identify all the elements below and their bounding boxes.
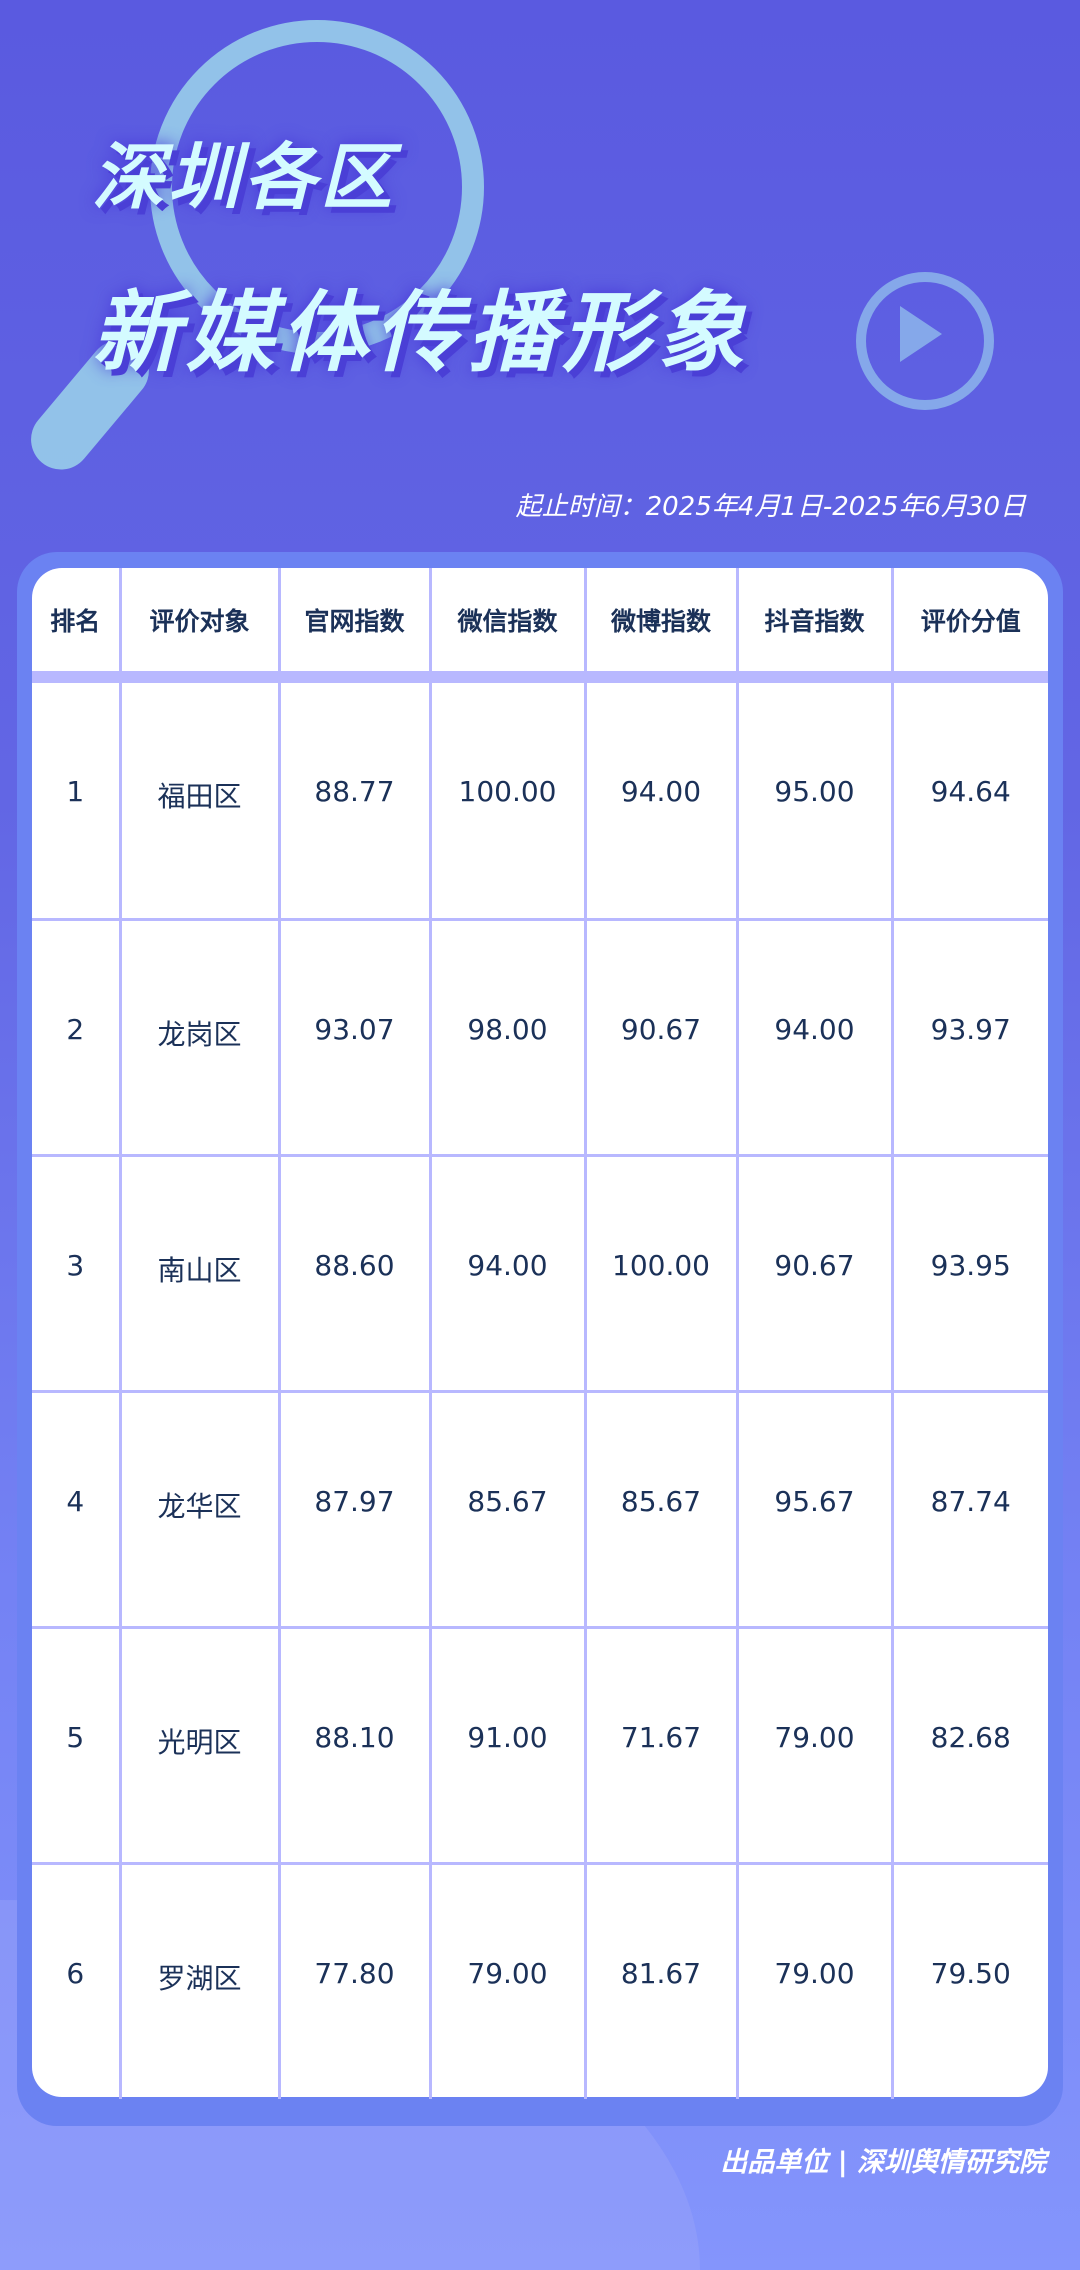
date-range: 起止时间：2025年4月1日-2025年6月30日 [515, 492, 1026, 522]
table-row: 3 南山区 88.60 94.00 100.00 90.67 93.95 [32, 1153, 1048, 1391]
table-cell: 龙华区 [118, 1389, 279, 1627]
column-header: 评价分值 [890, 568, 1048, 671]
table-cell: 98.00 [428, 917, 585, 1155]
table-cell: 100.00 [428, 683, 585, 919]
ranking-table-card: 排名 评价对象 官网指数 微信指数 微博指数 抖音指数 评价分值 1 福田区 88.77 100.… [32, 568, 1048, 2099]
table-cell: 91.00 [428, 1625, 585, 1863]
table-cell: 94.00 [735, 917, 892, 1155]
table-cell: 88.77 [277, 683, 430, 919]
table-cell: 79.50 [890, 1861, 1048, 2099]
table-cell: 福田区 [118, 683, 279, 919]
table-cell: 1 [66, 775, 85, 808]
table-cell: 88.60 [277, 1153, 430, 1391]
table-cell: 光明区 [118, 1625, 279, 1863]
table-cell: 93.97 [890, 917, 1048, 1155]
table-cell: 2 [32, 917, 120, 1155]
table-cell: 79.00 [428, 1861, 585, 2099]
table-row: 5 光明区 88.10 91.00 71.67 79.00 82.68 [32, 1625, 1048, 1863]
play-triangle-icon [900, 306, 942, 362]
table-cell: 79.00 [735, 1625, 892, 1863]
column-header: 评价对象 [118, 568, 279, 671]
table-cell: 94.00 [428, 1153, 585, 1391]
table-cell: 82.68 [890, 1625, 1048, 1863]
table-cell: 90.67 [583, 917, 737, 1155]
table-cell: 3 [32, 1153, 120, 1391]
title-line1: 深圳各区 [92, 135, 397, 219]
column-header: 微信指数 [428, 568, 585, 671]
table-cell: 94.64 [890, 683, 1048, 919]
table-row: 4 龙华区 87.97 85.67 85.67 95.67 87.74 [32, 1389, 1048, 1627]
table-cell: 87.74 [890, 1389, 1048, 1627]
table-cell: 95.67 [735, 1389, 892, 1627]
table-cell: 100.00 [583, 1153, 737, 1391]
table-cell: 4 [32, 1389, 120, 1627]
table-row: 1 福田区 88.77 100.00 94.00 95.00 94.64 [32, 683, 1048, 919]
play-icon [856, 272, 994, 410]
table-row: 6 罗湖区 77.80 79.00 81.67 79.00 79.50 [32, 1861, 1048, 2099]
table-cell: 85.67 [428, 1389, 585, 1627]
table-cell: 罗湖区 [118, 1861, 279, 2099]
table-cell: 71.67 [583, 1625, 737, 1863]
table-cell: 79.00 [735, 1861, 892, 2099]
table-cell: 81.67 [583, 1861, 737, 2099]
table-cell: 88.10 [277, 1625, 430, 1863]
title-line2: 新媒体传播形象 [92, 281, 751, 384]
table-header-row: 排名 评价对象 官网指数 微信指数 微博指数 抖音指数 评价分值 [32, 568, 1048, 671]
column-header: 抖音指数 [735, 568, 892, 671]
column-header: 排名 [50, 606, 101, 636]
table-cell: 85.67 [583, 1389, 737, 1627]
column-header: 官网指数 [277, 568, 430, 671]
publisher: 出品单位 | 深圳舆情研究院 [720, 2147, 1046, 2178]
table-cell: 93.95 [890, 1153, 1048, 1391]
table-cell: 南山区 [118, 1153, 279, 1391]
table-cell: 龙岗区 [118, 917, 279, 1155]
column-header: 微博指数 [583, 568, 737, 671]
header-divider [32, 671, 1048, 683]
table-cell: 77.80 [277, 1861, 430, 2099]
table-cell: 95.00 [735, 683, 892, 919]
table-cell: 93.07 [277, 917, 430, 1155]
table-cell: 90.67 [735, 1153, 892, 1391]
ranking-table: 排名 评价对象 官网指数 微信指数 微博指数 抖音指数 评价分值 1 福田区 88.77 100.… [32, 568, 1048, 2099]
table-row: 2 龙岗区 93.07 98.00 90.67 94.00 93.97 [32, 917, 1048, 1155]
table-cell: 6 [32, 1861, 120, 2099]
table-cell: 87.97 [277, 1389, 430, 1627]
table-cell: 5 [32, 1625, 120, 1863]
table-cell: 94.00 [583, 683, 737, 919]
